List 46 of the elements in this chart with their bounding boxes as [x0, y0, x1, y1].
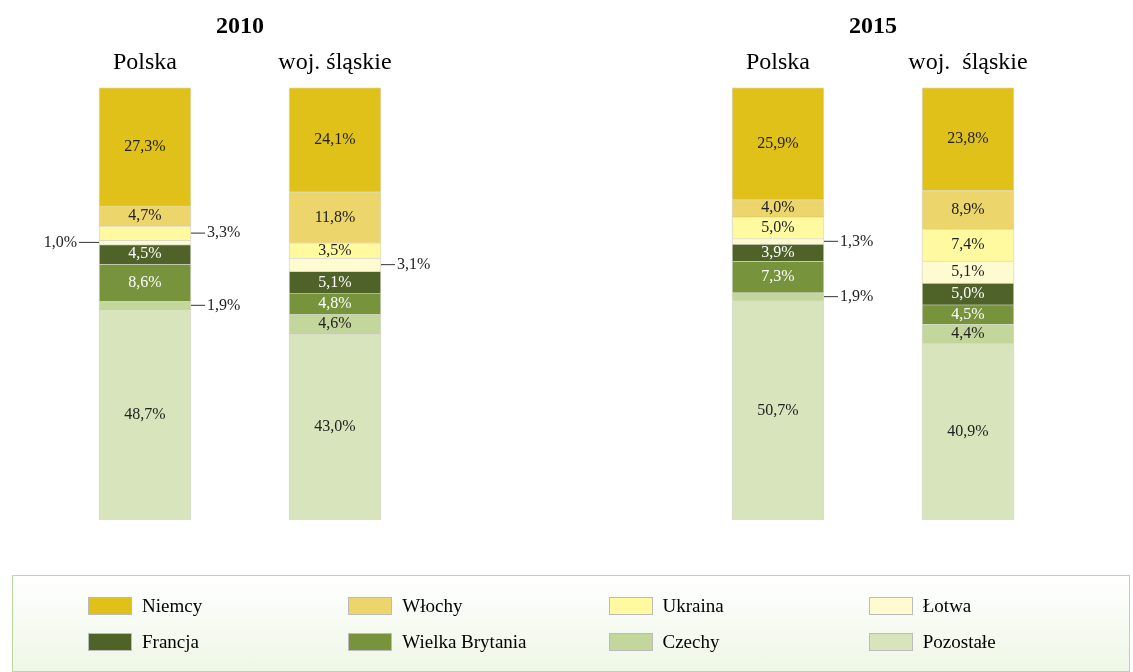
- x-tick-label: Polska: [112, 48, 178, 75]
- chart-title: 2015: [849, 11, 897, 38]
- legend-label: Włochy: [402, 594, 463, 617]
- data-label: 5,0%: [761, 217, 795, 235]
- legend-label: Niemcy: [142, 594, 203, 617]
- data-label: 4,7%: [128, 206, 162, 224]
- data-label: 40,9%: [947, 421, 989, 439]
- legend-label: Czechy: [662, 630, 720, 653]
- data-label: 4,5%: [128, 244, 162, 262]
- data-label: 1,0%: [43, 232, 77, 250]
- data-label: 3,1%: [397, 254, 431, 272]
- data-label: 43,0%: [314, 417, 356, 435]
- data-label: 50,7%: [757, 400, 799, 418]
- data-label: 8,9%: [951, 199, 985, 217]
- data-label: 5,1%: [951, 262, 985, 280]
- data-label: 5,1%: [318, 272, 352, 290]
- data-label: 4,6%: [318, 314, 352, 332]
- data-label: 1,9%: [207, 295, 241, 313]
- data-label: 8,6%: [128, 272, 162, 290]
- data-label: 3,9%: [761, 242, 795, 260]
- data-label: 7,3%: [761, 266, 795, 284]
- x-tick-label: woj. śląskie: [278, 48, 392, 75]
- data-label: 4,4%: [951, 323, 985, 341]
- data-label: 25,9%: [757, 133, 799, 151]
- data-label: 48,7%: [124, 404, 166, 422]
- data-label: 11,8%: [314, 207, 356, 225]
- data-label: 3,3%: [207, 223, 241, 241]
- legend-label: Francja: [142, 630, 199, 653]
- data-label: 7,4%: [951, 235, 985, 253]
- legend-label: Pozostałe: [922, 630, 996, 653]
- data-label: 5,0%: [951, 284, 985, 302]
- legend-label: Łotwa: [922, 594, 972, 617]
- x-tick-label: woj. śląskie: [908, 48, 1028, 75]
- data-label: 4,8%: [318, 294, 352, 311]
- data-label: 27,3%: [124, 136, 166, 154]
- data-label: 23,8%: [947, 129, 989, 147]
- x-tick-label: Polska: [745, 48, 811, 75]
- data-label: 3,5%: [318, 240, 352, 258]
- data-label: 4,5%: [951, 304, 985, 322]
- data-label: 4,0%: [761, 198, 795, 216]
- chart-title: 2010: [216, 11, 264, 38]
- legend-label: Wielka Brytania: [402, 630, 527, 653]
- data-label: 1,9%: [840, 286, 874, 304]
- data-label: 24,1%: [314, 129, 356, 147]
- legend-label: Ukraina: [662, 594, 724, 617]
- data-label: 1,3%: [840, 231, 874, 249]
